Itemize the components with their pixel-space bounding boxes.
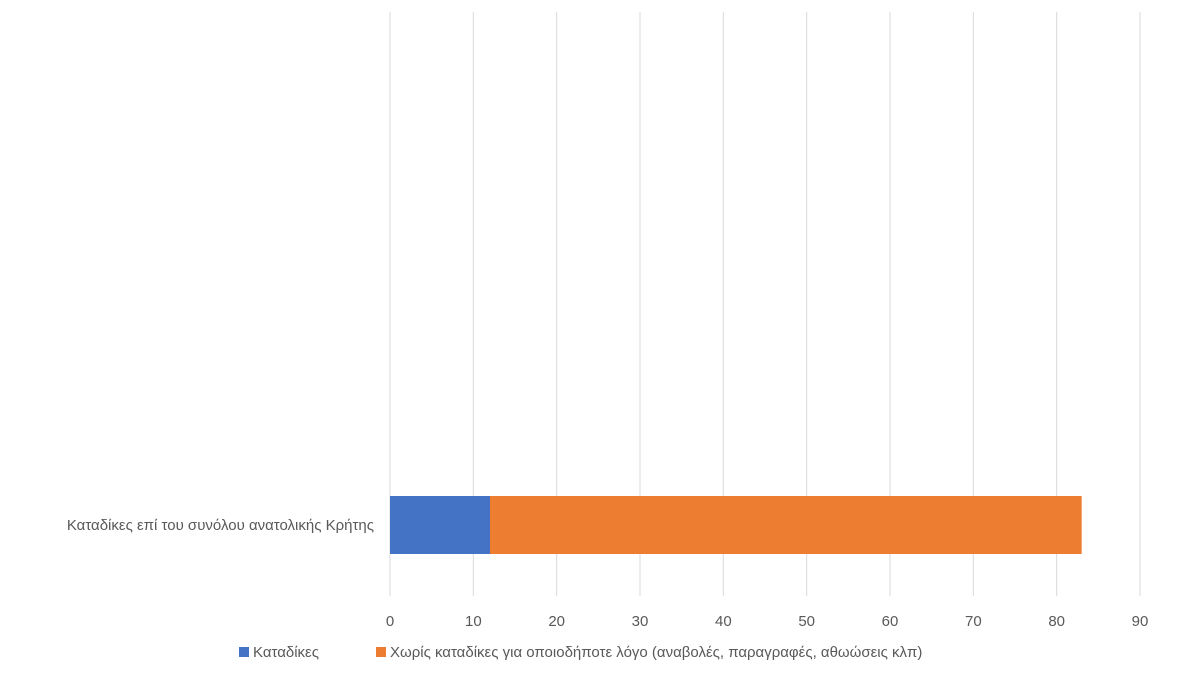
x-tick-label: 40 xyxy=(715,613,732,630)
gridlines xyxy=(389,12,1141,596)
legend-label-no-convictions: Χωρίς καταδίκες για οποιοδήποτε λόγο (αν… xyxy=(390,644,922,661)
bar-segment-convictions xyxy=(390,496,490,554)
x-tick-label: 30 xyxy=(632,613,649,630)
x-tick-label: 70 xyxy=(965,613,982,630)
legend-swatch-no-convictions xyxy=(376,647,386,657)
legend: Καταδίκες Χωρίς καταδίκες για οποιοδήποτε… xyxy=(239,644,922,661)
x-tick-label: 0 xyxy=(386,613,394,630)
x-tick-label: 50 xyxy=(798,613,815,630)
bars xyxy=(390,496,1082,554)
x-tick-label: 60 xyxy=(882,613,899,630)
legend-swatch-convictions xyxy=(239,647,249,657)
category-label: Καταδίκες επί του συνόλου ανατολικής Κρή… xyxy=(67,517,374,534)
bar-segment-no-convictions xyxy=(490,496,1082,554)
x-tick-label: 10 xyxy=(465,613,482,630)
category-labels: Καταδίκες επί του συνόλου ανατολικής Κρή… xyxy=(67,517,374,534)
x-tick-label: 20 xyxy=(548,613,565,630)
x-axis-tick-labels: 0 10 20 30 40 50 60 70 80 90 xyxy=(386,613,1149,630)
legend-label-convictions: Καταδίκες xyxy=(253,644,319,661)
x-tick-label: 90 xyxy=(1132,613,1149,630)
x-tick-label: 80 xyxy=(1048,613,1065,630)
